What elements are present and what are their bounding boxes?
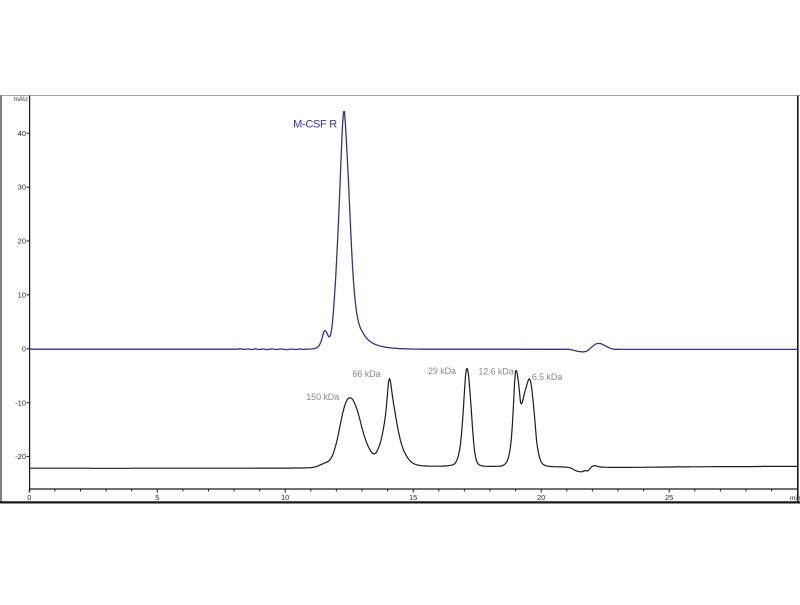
svg-text:20: 20: [18, 237, 26, 246]
svg-text:25: 25: [665, 493, 673, 502]
svg-text:0: 0: [27, 493, 31, 502]
svg-text:-10: -10: [15, 398, 26, 407]
svg-text:M-CSF R: M-CSF R: [293, 119, 337, 131]
svg-text:5: 5: [155, 493, 159, 502]
svg-text:10: 10: [18, 291, 26, 300]
svg-text:29 kDa: 29 kDa: [428, 366, 456, 376]
svg-text:40: 40: [18, 129, 26, 138]
svg-text:150 kDa: 150 kDa: [306, 392, 339, 402]
svg-text:10: 10: [281, 493, 289, 502]
svg-text:6.5 kDa: 6.5 kDa: [532, 372, 562, 382]
svg-text:mAU: mAU: [14, 96, 29, 103]
svg-text:20: 20: [537, 493, 545, 502]
svg-text:66 kDa: 66 kDa: [353, 369, 381, 379]
svg-text:0: 0: [22, 344, 26, 353]
svg-text:min: min: [790, 495, 800, 502]
svg-text:30: 30: [18, 183, 26, 192]
svg-text:12.6 kDa: 12.6 kDa: [478, 367, 513, 377]
svg-text:15: 15: [409, 493, 417, 502]
svg-text:-20: -20: [15, 452, 26, 461]
